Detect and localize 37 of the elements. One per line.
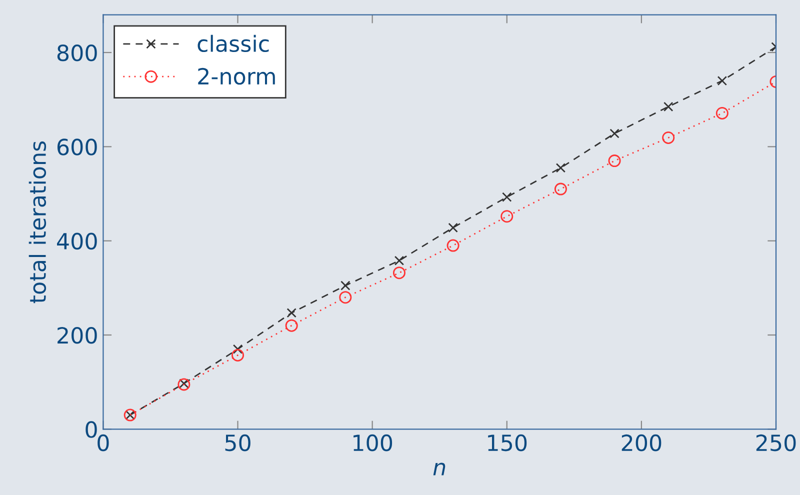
point: [286, 308, 296, 318]
point: [179, 378, 189, 388]
point: [340, 280, 350, 290]
point: [448, 222, 458, 233]
x-tick-label: 50: [225, 434, 250, 452]
point: [392, 266, 406, 280]
point: [232, 344, 243, 354]
point: [610, 128, 620, 138]
point: [232, 348, 244, 362]
legend-label: 2-norm: [198, 68, 275, 85]
point: [554, 182, 567, 196]
x-axis-title: n: [433, 462, 446, 476]
point: [502, 192, 512, 202]
x-tick-label: 250: [756, 434, 796, 452]
x-tick-label: 0: [98, 434, 109, 452]
y-tick-label: 400: [57, 232, 97, 250]
y-tick-label: 800: [57, 44, 97, 62]
point: [446, 239, 460, 252]
point: [608, 154, 621, 168]
y-axis-title: total iterations: [28, 141, 46, 304]
x-tick-label: 200: [622, 434, 662, 452]
point: [500, 210, 514, 223]
point: [717, 76, 728, 86]
point: [556, 163, 566, 173]
point: [663, 102, 674, 112]
point: [285, 319, 298, 332]
y-tick-label: 0: [86, 421, 97, 438]
x-tick-label: 150: [488, 434, 527, 452]
point: [394, 256, 404, 266]
x-tick-label: 100: [354, 434, 392, 452]
point: [716, 107, 728, 120]
y-tick-label: 600: [57, 138, 97, 156]
point: [339, 291, 352, 304]
point: [662, 131, 675, 144]
legend-label: classic: [198, 34, 269, 52]
y-tick-label: 200: [58, 326, 97, 344]
point: [178, 378, 190, 391]
